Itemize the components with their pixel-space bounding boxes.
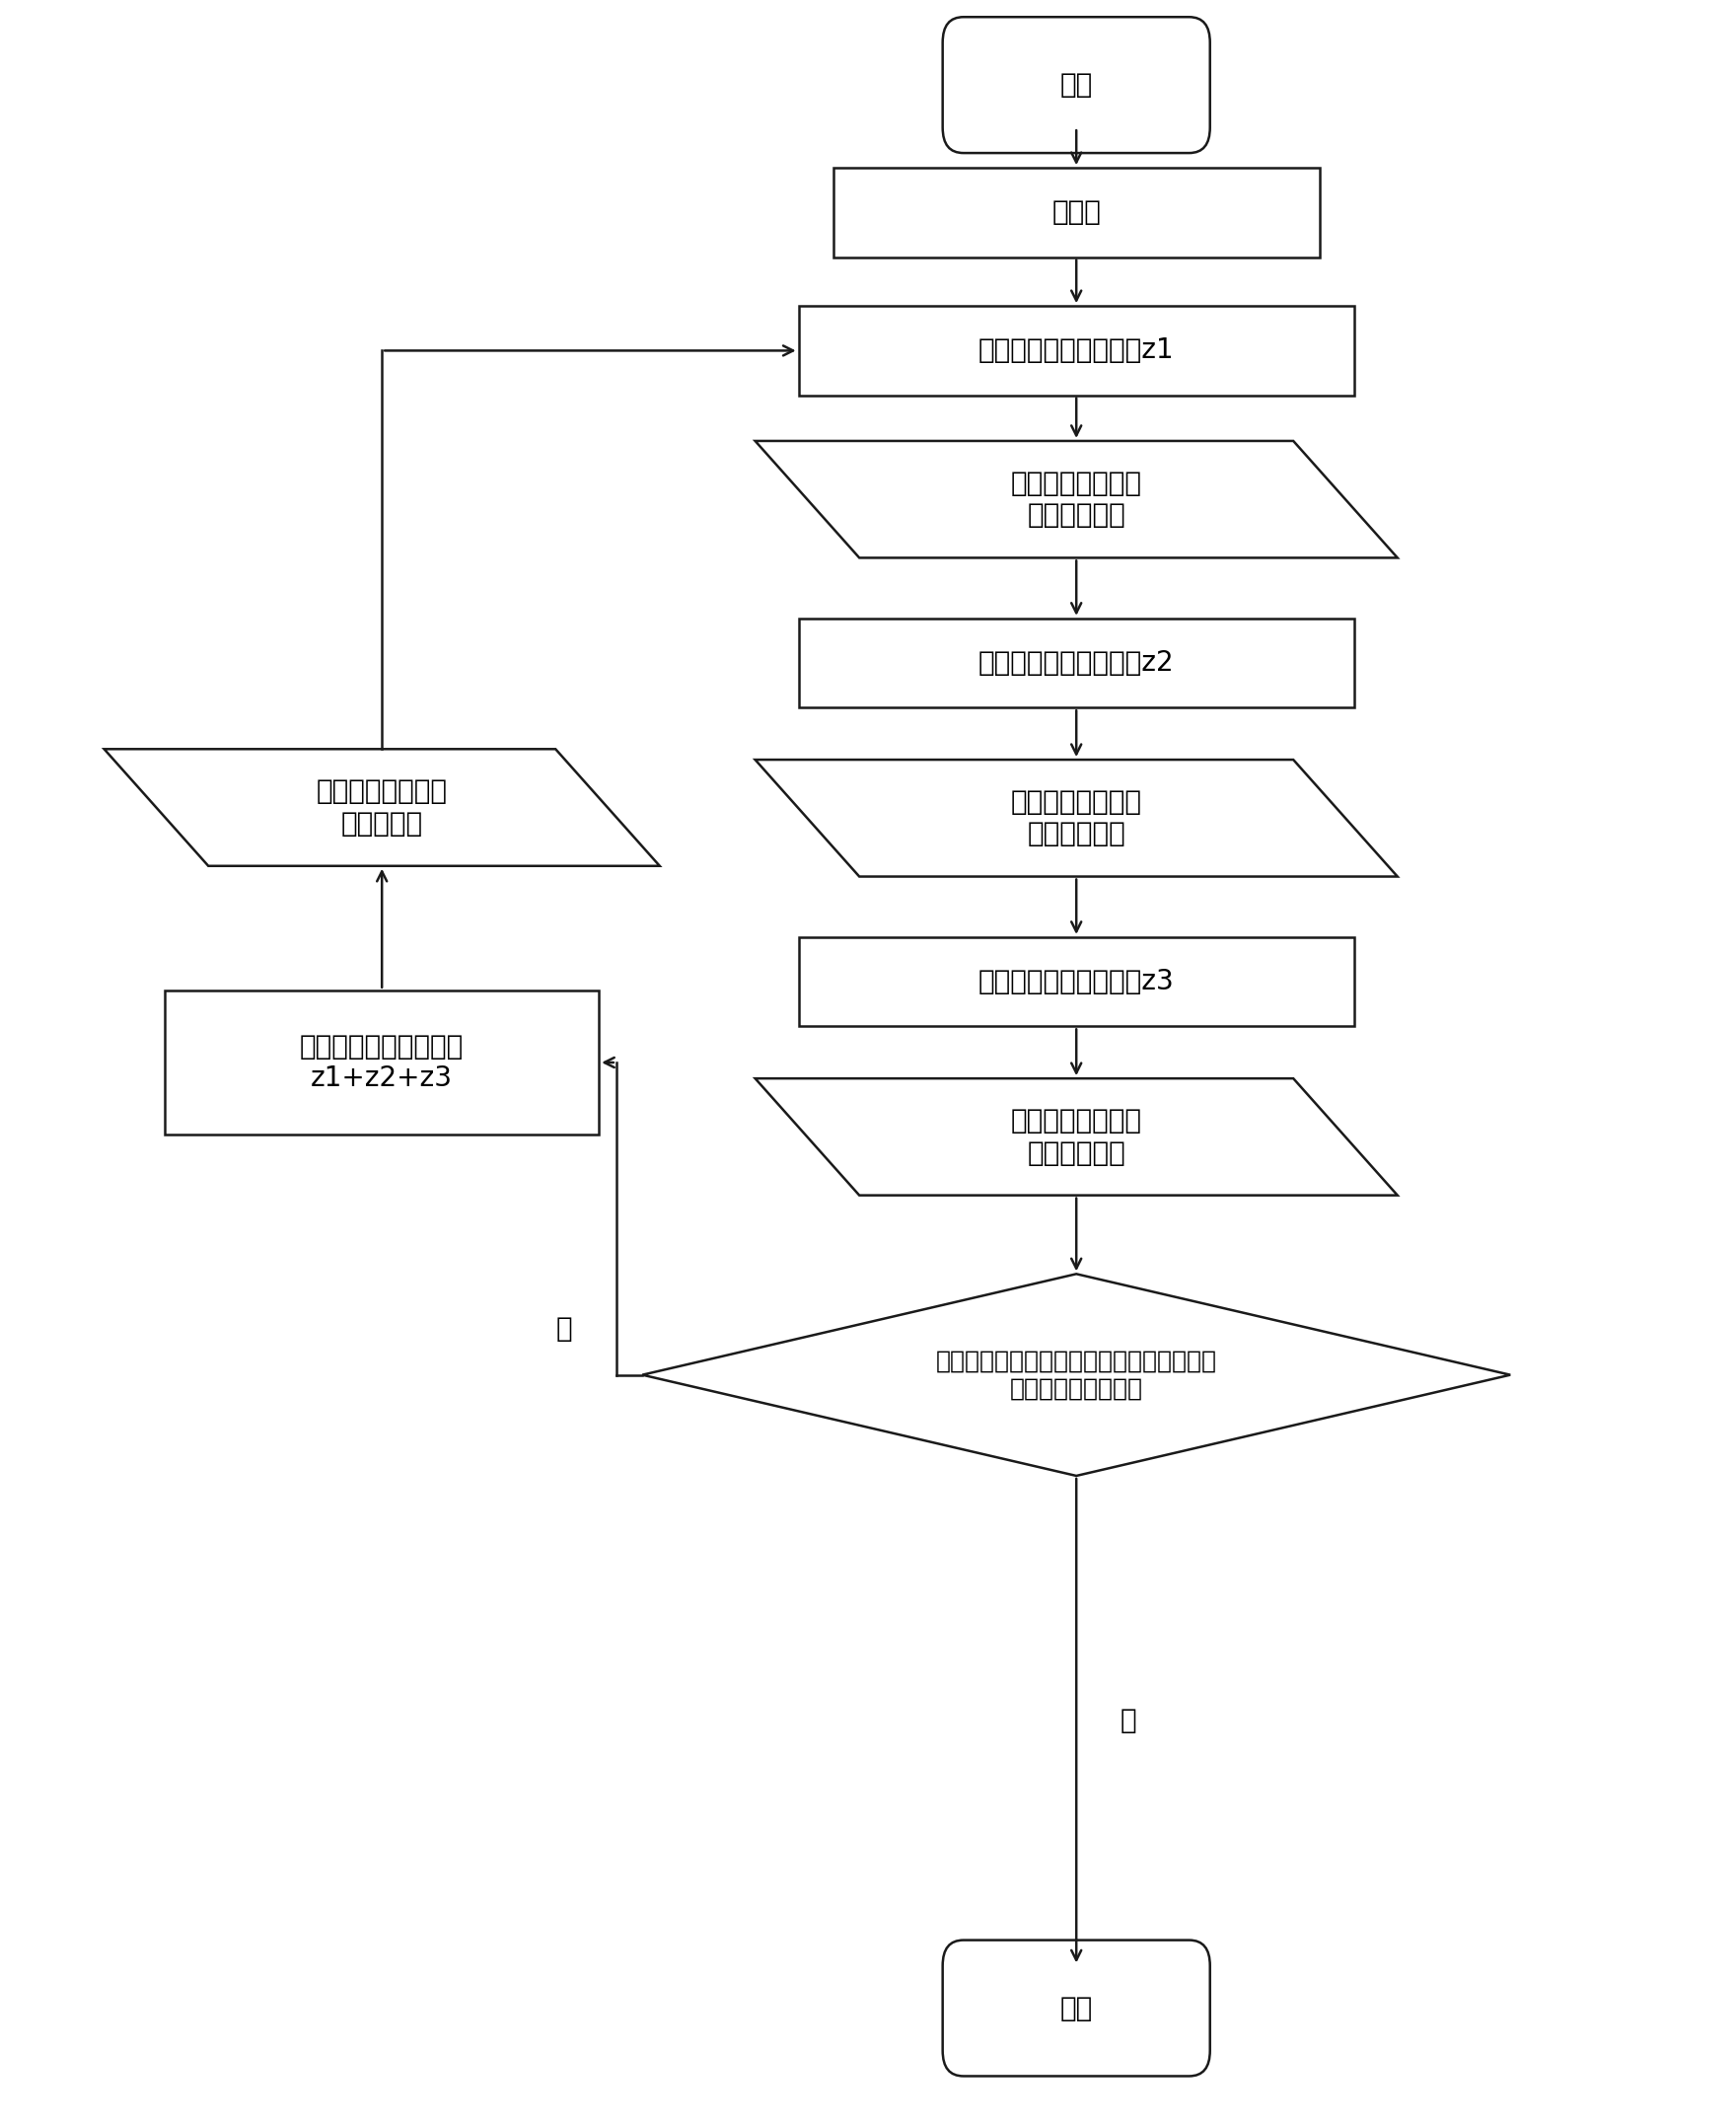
Text: 施加全相位平面振
幅限制条件: 施加全相位平面振 幅限制条件 bbox=[316, 778, 448, 837]
Polygon shape bbox=[755, 1080, 1397, 1194]
Text: 第一、二、三成像平面重建振幅分布函数误
差是否都小于设定值: 第一、二、三成像平面重建振幅分布函数误 差是否都小于设定值 bbox=[936, 1349, 1217, 1400]
Text: 复杂光场正向传播距离z2: 复杂光场正向传播距离z2 bbox=[979, 650, 1174, 676]
Bar bbox=[833, 168, 1319, 257]
Polygon shape bbox=[642, 1275, 1510, 1475]
FancyBboxPatch shape bbox=[943, 1940, 1210, 2076]
Bar bbox=[799, 618, 1354, 708]
Polygon shape bbox=[755, 440, 1397, 557]
FancyBboxPatch shape bbox=[943, 17, 1210, 153]
Text: 施加第一成像平面
振幅限制条件: 施加第一成像平面 振幅限制条件 bbox=[1010, 470, 1142, 529]
Text: 复杂光场正向传播距离z1: 复杂光场正向传播距离z1 bbox=[979, 338, 1174, 363]
Text: 是: 是 bbox=[1120, 1706, 1135, 1734]
Bar bbox=[799, 306, 1354, 395]
Polygon shape bbox=[104, 748, 660, 867]
Text: 施加第三成像平面
振幅限制条件: 施加第三成像平面 振幅限制条件 bbox=[1010, 1107, 1142, 1167]
Bar bbox=[799, 937, 1354, 1026]
Text: 施加第二成像平面
振幅限制条件: 施加第二成像平面 振幅限制条件 bbox=[1010, 788, 1142, 848]
Text: 开始: 开始 bbox=[1061, 72, 1092, 98]
Polygon shape bbox=[755, 759, 1397, 876]
Text: 结束: 结束 bbox=[1061, 1995, 1092, 2021]
Text: 复杂光场反向传播距离
z1+z2+z3: 复杂光场反向传播距离 z1+z2+z3 bbox=[300, 1033, 464, 1092]
Text: 否: 否 bbox=[556, 1315, 573, 1343]
Bar bbox=[165, 990, 599, 1135]
Text: 复杂光场正向传播距离z3: 复杂光场正向传播距离z3 bbox=[979, 969, 1174, 995]
Text: 初始化: 初始化 bbox=[1052, 200, 1101, 225]
